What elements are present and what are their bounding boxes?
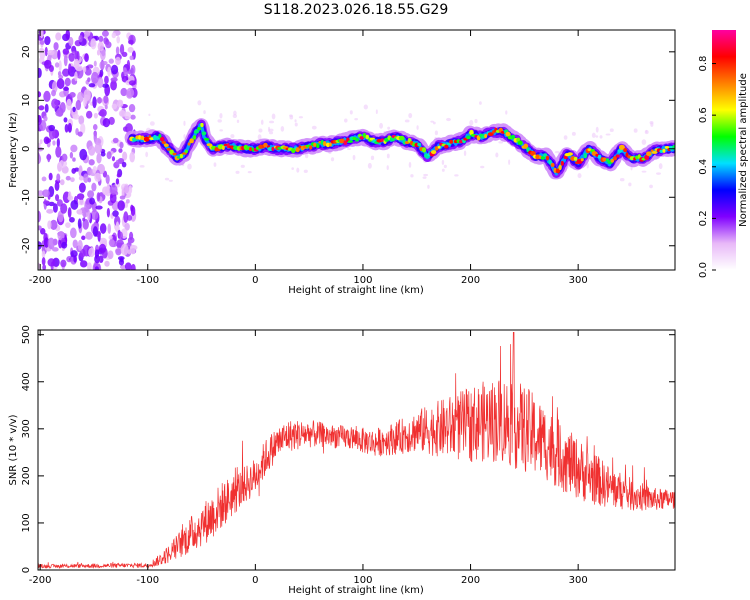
colorbar-tick-label: 0.8	[698, 56, 709, 72]
spectrogram-noise	[38, 30, 664, 270]
snr-panel: -200 -100 0 100 200 300 0 100 200 300 400 500 Heig…	[8, 325, 676, 596]
colorbar-tick-label: 0.2	[698, 210, 709, 226]
snr-background	[38, 330, 675, 570]
colorbar-tick-label: 0.6	[698, 107, 709, 123]
colorbar-tick-label: 0.0	[698, 262, 709, 278]
spectrogram-ytick-label: 20	[21, 45, 32, 58]
spectrogram-ytick-label: 0	[21, 146, 32, 152]
spectrogram-y-axis: -20 -10 0 10 20	[21, 45, 675, 254]
spectrogram-xtick-label: 100	[353, 275, 372, 286]
snr-ytick-label: 400	[21, 372, 32, 391]
snr-xtick-label: 300	[569, 575, 588, 586]
figure-title: S118.2023.026.18.55.G29	[264, 2, 449, 18]
spectrogram-ytick-label: -10	[21, 189, 32, 205]
snr-ytick-label: 0	[21, 567, 32, 573]
snr-frame	[37, 329, 676, 571]
spectrogram-x-label: Height of straight line (km)	[288, 285, 424, 296]
spectrogram-xtick-label: 0	[252, 275, 258, 286]
colorbar-ticks: 0.0 0.2 0.4 0.6 0.8	[698, 56, 716, 278]
spectrogram-xtick-label: -200	[29, 275, 52, 286]
snr-y-axis: 0 100 200 300 400 500	[21, 325, 675, 573]
snr-ytick-label: 300	[21, 419, 32, 438]
snr-y-label: SNR (10 * v/v)	[8, 414, 19, 485]
snr-ytick-label: 100	[21, 513, 32, 532]
spectrogram-frame	[37, 29, 676, 271]
colorbar: 0.0 0.2 0.4 0.6 0.8 Normalized spectral ampl…	[698, 30, 749, 278]
spectrogram-xtick-label: 300	[569, 275, 588, 286]
snr-xtick-label: 100	[353, 575, 372, 586]
spectrogram-y-label: Frequency (Hz)	[8, 112, 19, 188]
snr-x-label: Height of straight line (km)	[288, 585, 424, 596]
spectrogram-x-axis: -200 -100 0 100 200 300	[29, 30, 588, 286]
snr-xtick-label: 0	[252, 575, 258, 586]
spectrogram-ytick-label: 10	[21, 94, 32, 107]
snr-x-axis: -200 -100 0 100 200 300	[29, 330, 588, 586]
snr-ytick-label: 200	[21, 466, 32, 485]
spectrogram-xtick-label: -100	[136, 275, 159, 286]
spectrogram-xtick-label: 200	[461, 275, 480, 286]
snr-series-line	[38, 332, 675, 570]
snr-xtick-label: -100	[136, 575, 159, 586]
spectrogram-ytick-label: -20	[21, 238, 32, 254]
colorbar-label: Normalized spectral amplitude	[738, 73, 749, 227]
colorbar-tick-label: 0.4	[698, 159, 709, 175]
colorbar-gradient	[712, 30, 736, 270]
snr-xtick-label: 200	[461, 575, 480, 586]
snr-ytick-label: 500	[21, 325, 32, 344]
spectrogram-ridge	[124, 118, 675, 180]
snr-xtick-label: -200	[29, 575, 52, 586]
